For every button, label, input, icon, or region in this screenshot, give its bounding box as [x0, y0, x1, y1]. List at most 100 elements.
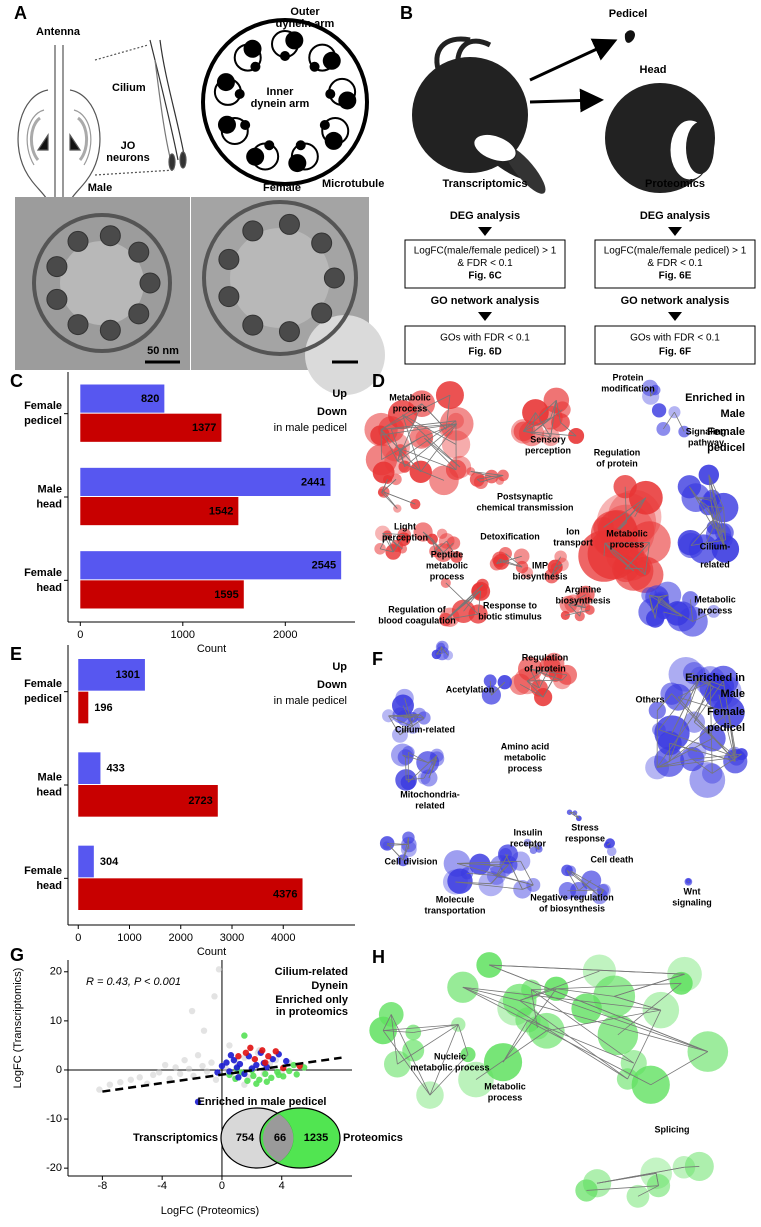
network-edge — [407, 755, 438, 783]
network-edge — [428, 755, 438, 779]
network-edge — [616, 497, 647, 530]
legend-note: in male pedicel — [274, 695, 347, 707]
network-edge — [604, 542, 634, 572]
y-tick-label: -10 — [46, 1113, 62, 1125]
data-label: 1301 — [115, 669, 139, 681]
point — [155, 1069, 163, 1076]
network-label: Cilium-related — [395, 724, 455, 734]
bar — [78, 691, 89, 724]
y-tick-label: Female head — [24, 865, 62, 892]
dynein-arm — [338, 91, 357, 110]
network-edge — [523, 400, 557, 432]
network-edge — [390, 429, 406, 467]
network-edge — [379, 534, 388, 549]
network-edge — [531, 988, 557, 991]
network-label: Protein — [612, 372, 643, 382]
scale-label: 50 nm — [147, 345, 179, 357]
network-node — [397, 532, 411, 546]
panel-a: A Antenna Cilium JO neurons Outer dynein… — [14, 3, 385, 395]
x-tick-label: 0 — [77, 629, 83, 641]
network-edge — [663, 411, 675, 430]
network-edge — [477, 591, 482, 615]
legend-text: Up — [332, 661, 347, 673]
network-edge — [397, 460, 445, 481]
network-edge — [637, 1185, 659, 1197]
network-label: process — [393, 403, 428, 413]
network-edge — [490, 864, 509, 884]
network-edge — [707, 506, 726, 550]
network-edge — [658, 596, 683, 617]
data-label: 4376 — [273, 889, 297, 901]
network-edge — [388, 715, 401, 736]
network-edge — [446, 540, 457, 558]
network-label: modification — [601, 383, 655, 393]
point — [127, 1076, 134, 1083]
data-label: 2545 — [312, 560, 336, 572]
y-tick-label: 10 — [50, 1015, 62, 1027]
network-edge — [649, 594, 657, 598]
panel-letter: B — [400, 3, 413, 23]
point — [265, 1053, 272, 1060]
network-edge — [429, 1024, 459, 1096]
point — [218, 1062, 226, 1070]
dynein-arm — [216, 73, 235, 92]
network-edge — [397, 450, 401, 462]
point — [263, 1078, 270, 1085]
y-tick-label: Female pedicel — [21, 678, 62, 705]
network-edge — [690, 539, 726, 546]
network-edge — [689, 599, 694, 622]
network-edge — [556, 988, 615, 997]
network-edge — [424, 437, 461, 468]
network-edge — [693, 681, 711, 723]
network-edge — [388, 715, 413, 718]
network-label: Arginine — [565, 584, 602, 594]
network-label: related — [700, 559, 730, 569]
network-node — [561, 864, 573, 877]
network-node — [439, 407, 474, 441]
network-edge — [391, 423, 457, 430]
network-edge — [413, 1024, 459, 1033]
bar — [78, 659, 145, 691]
label: Antenna — [36, 26, 81, 38]
antenna-drawing — [17, 39, 187, 211]
network-edge — [380, 394, 451, 430]
point — [230, 1056, 238, 1064]
dynein-arm — [325, 89, 336, 100]
network-edge — [566, 870, 580, 891]
legend-text: Male — [721, 408, 745, 420]
network-edge — [668, 712, 730, 763]
network-edge — [475, 1030, 547, 1080]
network-label: Cell division — [384, 856, 437, 866]
network-node — [571, 993, 602, 1024]
network-edge — [677, 696, 729, 713]
network-edge — [480, 475, 504, 483]
network-edge — [457, 1024, 469, 1055]
network-edge — [381, 420, 456, 430]
network-edge — [551, 564, 563, 577]
box-text: & FDR < 0.1 — [647, 258, 703, 269]
network-edge — [718, 694, 736, 762]
network-edge — [644, 542, 650, 575]
panel-letter: D — [372, 371, 385, 391]
network-edge — [690, 507, 724, 546]
network-node — [613, 475, 637, 499]
network-edge — [708, 474, 724, 508]
network-edge — [382, 533, 394, 553]
point — [290, 1061, 297, 1069]
network-edge — [491, 681, 506, 696]
network-label: Light — [394, 521, 416, 531]
point — [194, 1098, 202, 1106]
network-label: of protein — [596, 458, 638, 468]
legend-text: Enriched in — [685, 672, 745, 684]
network-label: perception — [382, 532, 428, 542]
network-edge — [434, 540, 447, 552]
network-label: response — [565, 833, 605, 843]
dynein-arm — [246, 147, 265, 166]
point — [215, 966, 223, 973]
bar — [80, 580, 244, 609]
y-tick-label: 0 — [56, 1064, 62, 1076]
network-label: Cell death — [590, 854, 633, 864]
network-edge — [567, 889, 603, 892]
point — [185, 1065, 193, 1073]
point — [275, 1071, 282, 1079]
